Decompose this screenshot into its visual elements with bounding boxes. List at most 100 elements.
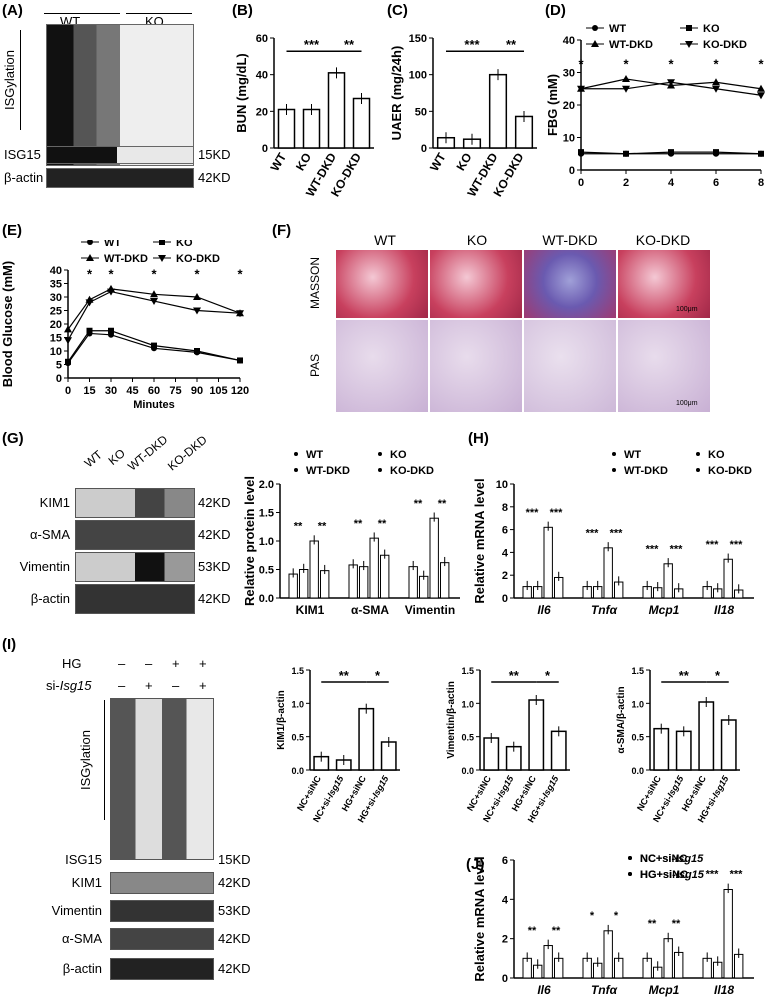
y-tick-label: 6 (502, 525, 508, 537)
sig-label: *** (706, 539, 720, 551)
x-tick-label: 45 (126, 385, 138, 397)
i-isgylation-label: ISGylation (78, 730, 93, 790)
bar (320, 570, 330, 599)
point (64, 337, 72, 345)
y-axis-label: BUN (mg/dL) (234, 53, 249, 132)
sig-label: ** (318, 521, 327, 533)
sig-label: ** (294, 521, 303, 533)
f-col-wtdkd: WT-DKD (542, 232, 598, 248)
sig-label: ** (648, 918, 657, 930)
f-row-masson: MASSON (308, 257, 322, 310)
f-masson-wtdkd (524, 250, 616, 318)
y-tick-label: 0 (262, 143, 268, 155)
bar (674, 951, 684, 979)
panel-h-chart: 0 2 4 6 8 10 Relative mRNA level Il6 *** *** Tnfα *… (472, 449, 754, 617)
legend-label: WT (104, 240, 121, 249)
sig-label: * (375, 668, 381, 683)
bar (302, 108, 321, 149)
x-tick-label: 6 (713, 177, 719, 189)
y-tick-label: 0 (502, 593, 508, 605)
bar (675, 730, 692, 771)
g-vim-band (75, 552, 195, 582)
category-label: Mcp1 (649, 603, 680, 617)
bar (663, 563, 673, 599)
y-tick-label: 5 (56, 360, 62, 372)
f-scalebar-1: 100μm (676, 306, 698, 313)
x-tick-label: 75 (169, 385, 181, 397)
bar (720, 719, 737, 771)
g-col-wt: WT (81, 447, 105, 471)
legend-marker (294, 468, 298, 472)
panel-label-e: (E) (2, 222, 22, 239)
i-row-asma: α-SMA (61, 931, 102, 946)
legend-label: KO-DKD (703, 39, 747, 51)
x-tick-label: 60 (148, 385, 160, 397)
y-tick-label: 150 (409, 33, 427, 45)
sig-label: ** (679, 668, 690, 683)
legend-label: KO (390, 449, 407, 461)
f-pas-ko (430, 320, 522, 412)
g-col-ko: KO (105, 446, 128, 468)
i-isgylation-band (110, 698, 214, 860)
panel-label-c: (C) (387, 2, 408, 19)
y-tick-label: 10 (563, 133, 575, 145)
f-masson-wt (336, 250, 428, 318)
legend-label: KO-DKD (390, 465, 434, 477)
f-col-ko: KO (466, 232, 488, 248)
bar (352, 97, 371, 149)
f-scalebar-2: 100μm (676, 400, 698, 407)
legend-marker (628, 856, 632, 860)
panel-label-j: (J) (466, 856, 485, 873)
bar (359, 566, 369, 599)
y-tick-label: 1.5 (259, 508, 274, 520)
y-tick-label: 15 (50, 333, 62, 345)
g-col-wtdkd: WT-DKD (125, 432, 171, 474)
i-sign-01: – (145, 656, 153, 671)
point (237, 357, 243, 364)
f-row-pas: PAS (308, 353, 322, 377)
legend-label: WT-DKD (624, 465, 668, 477)
sig-label: * (590, 910, 595, 922)
x-tick-label: 0 (65, 385, 71, 397)
series-line (67, 330, 241, 363)
y-tick-label: 25 (50, 306, 62, 318)
g-col-kodkd: KO-DKD (164, 432, 210, 474)
y-tick-label: 2 (502, 934, 508, 946)
legend-marker (696, 452, 700, 456)
f-col-wt: WT (374, 232, 396, 248)
y-tick-label: 1.0 (631, 699, 644, 709)
y-tick-label: 0 (502, 973, 508, 985)
legend-label: KO (708, 449, 725, 461)
sig-star: * (623, 57, 629, 72)
i-sign-00: – (118, 656, 126, 671)
category-label: Il6 (537, 603, 551, 617)
i-sign-02: + (172, 656, 180, 671)
legend-marker (612, 452, 616, 456)
point (712, 85, 720, 93)
point (194, 348, 200, 354)
g-kim1-band (75, 488, 195, 518)
point (85, 299, 94, 307)
bar (358, 707, 375, 771)
sig-label: *** (670, 543, 684, 555)
y-tick-label: 2.0 (259, 479, 274, 491)
sig-label: ** (414, 498, 423, 510)
sig-label: * (715, 668, 721, 683)
legend-label: WT (306, 449, 323, 461)
bar (429, 517, 439, 599)
i-row-actin: β-actin (62, 961, 102, 976)
legend-label: WT (624, 449, 641, 461)
sig-label: ** (438, 498, 447, 510)
y-tick-label: 30 (50, 292, 62, 304)
y-tick-label: 20 (563, 100, 575, 112)
y-tick-label: 60 (256, 33, 268, 45)
i-row-vim: Vimentin (51, 903, 102, 918)
bar (603, 547, 613, 599)
i-sign-11: + (145, 678, 153, 693)
y-tick-label: 0.0 (461, 766, 474, 776)
f-col-kodkd: KO-DKD (635, 232, 691, 248)
y-tick-label: 30 (563, 68, 575, 80)
sig-star: * (668, 57, 674, 72)
